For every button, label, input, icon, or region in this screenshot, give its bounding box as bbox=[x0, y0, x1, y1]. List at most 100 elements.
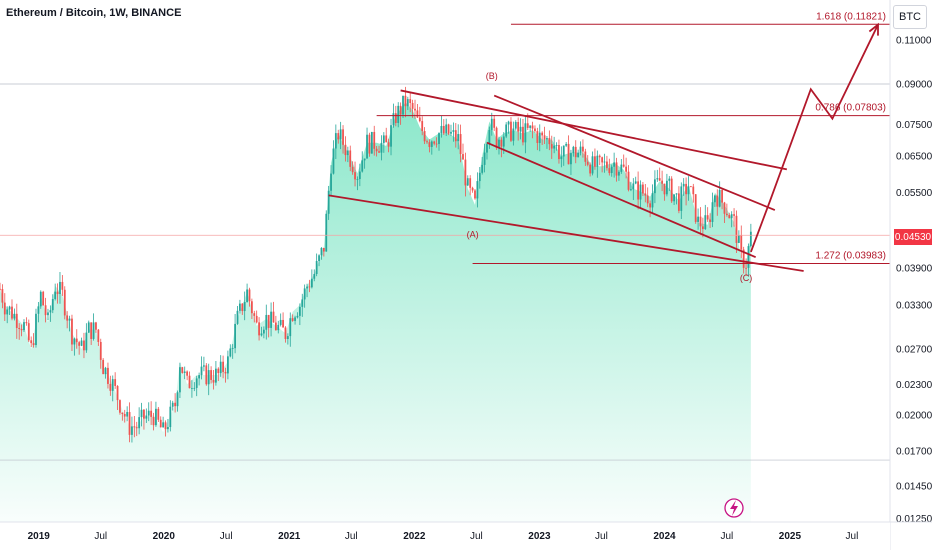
candle-body bbox=[87, 322, 90, 333]
candle-body bbox=[579, 146, 582, 153]
y-tick-label: 0.11000 bbox=[896, 36, 932, 47]
candle-body bbox=[265, 314, 268, 330]
candle-body bbox=[66, 315, 69, 321]
candle-body bbox=[97, 329, 100, 342]
candle-body bbox=[342, 129, 344, 145]
candle-body bbox=[27, 323, 30, 341]
candle-body bbox=[270, 311, 272, 328]
candle-body bbox=[75, 338, 78, 343]
candle-body bbox=[356, 179, 359, 180]
candle-body bbox=[289, 318, 292, 337]
candle-body bbox=[390, 125, 392, 147]
x-tick-label: Jul bbox=[720, 531, 733, 542]
y-tick-label: 0.01450 bbox=[896, 481, 932, 492]
candle-body bbox=[95, 322, 97, 330]
x-tick-label: 2024 bbox=[653, 531, 676, 542]
candle-body bbox=[138, 417, 141, 429]
candle-body bbox=[284, 327, 287, 340]
price-axis[interactable] bbox=[890, 0, 932, 550]
candle-body bbox=[699, 216, 702, 227]
candle-body bbox=[476, 181, 479, 199]
candle-body bbox=[42, 291, 45, 306]
candle-body bbox=[404, 95, 407, 107]
candle-body bbox=[570, 153, 572, 165]
y-tick-label: 0.02000 bbox=[896, 411, 932, 422]
candle-body bbox=[1, 289, 4, 303]
candle-body bbox=[627, 171, 630, 190]
candle-body bbox=[303, 288, 306, 300]
candle-body bbox=[296, 315, 299, 318]
candle-body bbox=[507, 121, 510, 125]
candle-body bbox=[637, 181, 640, 200]
trendline[interactable] bbox=[486, 141, 757, 259]
lightning-icon[interactable] bbox=[724, 498, 744, 518]
candle-body bbox=[615, 162, 618, 176]
candle-body bbox=[582, 146, 584, 152]
candle-body bbox=[534, 128, 536, 132]
candle-body bbox=[689, 186, 692, 188]
candle-body bbox=[735, 215, 738, 243]
candle-body bbox=[490, 118, 493, 130]
candle-body bbox=[358, 171, 361, 180]
trendline[interactable] bbox=[400, 89, 788, 171]
candle-body bbox=[164, 422, 167, 430]
candle-body bbox=[416, 110, 419, 118]
candle-body bbox=[286, 336, 289, 340]
candle-body bbox=[421, 121, 424, 132]
candle-body bbox=[594, 156, 596, 167]
candle-body bbox=[238, 303, 241, 311]
y-tick-label: 0.02300 bbox=[896, 380, 932, 391]
x-tick-label: 2022 bbox=[403, 531, 426, 542]
candle-body bbox=[186, 371, 189, 376]
candle-body bbox=[428, 142, 431, 147]
candle-body bbox=[320, 247, 323, 256]
candle-body bbox=[131, 426, 133, 435]
candle-body bbox=[459, 134, 462, 155]
candle-body bbox=[167, 427, 169, 430]
candle-body bbox=[262, 329, 265, 334]
projection-path[interactable] bbox=[750, 24, 879, 253]
candle-body bbox=[145, 415, 148, 419]
candle-body bbox=[277, 324, 280, 331]
candle-body bbox=[258, 322, 260, 336]
fib-level-label: 1.272 (0.03983) bbox=[815, 251, 886, 262]
candle-body bbox=[745, 267, 747, 269]
candle-body bbox=[685, 183, 687, 195]
candle-body bbox=[601, 157, 604, 163]
candle-body bbox=[606, 161, 608, 169]
trendline[interactable] bbox=[493, 94, 776, 211]
candle-body bbox=[159, 419, 162, 428]
candle-body bbox=[0, 288, 1, 290]
candle-body bbox=[730, 214, 733, 219]
x-tick-label: 2023 bbox=[528, 531, 551, 542]
y-tick-label: 0.01250 bbox=[896, 514, 932, 525]
x-tick-label: Jul bbox=[345, 531, 358, 542]
candle-body bbox=[625, 166, 628, 172]
candle-body bbox=[666, 180, 668, 195]
candle-body bbox=[433, 141, 436, 144]
candle-body bbox=[92, 322, 95, 339]
candle-body bbox=[267, 314, 270, 328]
candle-body bbox=[574, 146, 577, 158]
candle-body bbox=[152, 416, 155, 426]
candle-body bbox=[322, 247, 325, 252]
candle-body bbox=[584, 151, 587, 162]
candle-body bbox=[301, 299, 304, 307]
trendline[interactable] bbox=[328, 194, 804, 272]
candle-body bbox=[339, 129, 342, 140]
candle-body bbox=[493, 118, 496, 128]
candle-body bbox=[565, 143, 568, 146]
candle-body bbox=[39, 291, 42, 307]
currency-button[interactable]: BTC bbox=[893, 5, 927, 29]
candle-body bbox=[191, 388, 193, 389]
candle-body bbox=[630, 189, 632, 191]
time-axis[interactable] bbox=[0, 522, 890, 550]
candle-body bbox=[682, 183, 685, 187]
candle-body bbox=[632, 183, 635, 190]
candle-body bbox=[447, 124, 450, 134]
candle-body bbox=[210, 370, 213, 380]
candle-body bbox=[212, 379, 215, 383]
candle-body bbox=[394, 113, 397, 123]
